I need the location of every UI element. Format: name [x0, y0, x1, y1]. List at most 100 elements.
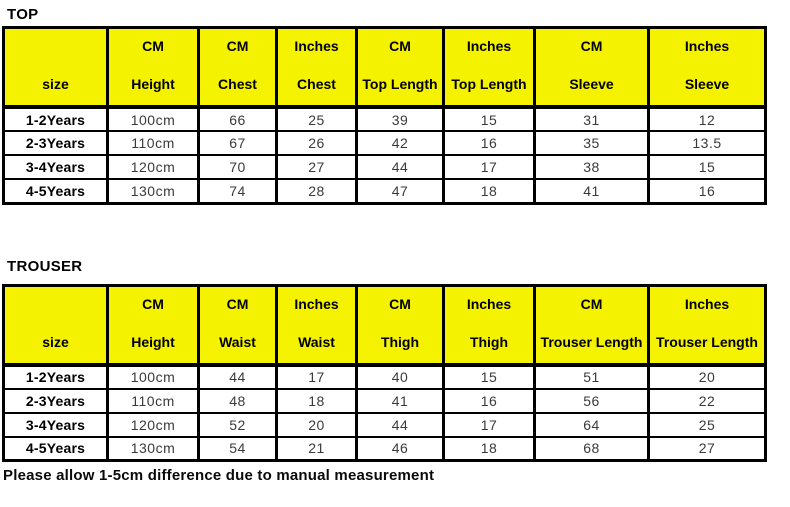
header-label: Trouser Length	[656, 333, 758, 350]
header-label: Chest	[218, 76, 257, 92]
value-cell: 68	[533, 435, 650, 462]
value-cell: 74	[197, 178, 278, 204]
column-header-size: size	[2, 26, 109, 109]
table-row-1-2years: 1-2Years 100cm 44 17 40 15 51 20	[2, 363, 767, 390]
value-cell: 110cm	[106, 130, 200, 156]
header-unit: Inches	[466, 295, 512, 312]
header-unit: CM	[389, 295, 411, 312]
size-cell: 2-3Years	[2, 130, 109, 156]
header-label: Height	[131, 76, 175, 92]
column-header-cm-waist: CM Waist	[197, 283, 278, 367]
value-cell: 51	[533, 363, 650, 390]
value-cell: 120cm	[106, 154, 200, 180]
value-cell: 20	[647, 363, 767, 390]
value-cell: 44	[355, 154, 445, 180]
column-header-inches-waist: Inches Waist	[275, 283, 358, 367]
header-label: Height	[131, 333, 175, 350]
header-label: Thigh	[469, 333, 509, 350]
header-unit: CM	[580, 38, 603, 54]
value-cell: 16	[442, 130, 536, 156]
header-unit: Inches	[684, 38, 730, 54]
value-cell: 16	[442, 387, 536, 414]
header-unit: Inches	[684, 295, 730, 312]
header-unit: CM	[389, 38, 411, 54]
value-cell: 28	[275, 178, 358, 204]
column-header-cm-chest: CM Chest	[197, 26, 278, 109]
value-cell: 39	[355, 106, 445, 132]
header-label: Sleeve	[684, 76, 730, 92]
header-unit: Inches	[294, 38, 339, 54]
header-label: Top Length	[451, 76, 527, 92]
value-cell: 15	[647, 154, 767, 180]
value-cell: 42	[355, 130, 445, 156]
column-header-inches-thigh: Inches Thigh	[442, 283, 536, 367]
header-label: Thigh	[380, 333, 420, 350]
column-header-cm-sleeve: CM Sleeve	[533, 26, 650, 109]
value-cell: 27	[647, 435, 767, 462]
value-cell: 17	[442, 154, 536, 180]
column-header-inches-top-length: Inches Top Length	[442, 26, 536, 109]
size-cell: 2-3Years	[2, 387, 109, 414]
value-cell: 130cm	[106, 435, 200, 462]
value-cell: 25	[647, 411, 767, 438]
header-row: size CM Height CM Waist Inches Waist CM Thigh Inc…	[2, 283, 767, 367]
trouser-size-table: size CM Height CM Waist Inches Waist CM Thigh Inc…	[2, 283, 767, 462]
value-cell: 41	[533, 178, 650, 204]
value-cell: 25	[275, 106, 358, 132]
value-cell: 48	[197, 387, 278, 414]
header-row: size CM Height CM Chest Inches Chest CM Top Leng…	[2, 26, 767, 109]
value-cell: 17	[275, 363, 358, 390]
column-header-inches-trouser-length: Inches Trouser Length	[647, 283, 767, 367]
column-header-cm-trouser-length: CM Trouser Length	[533, 283, 650, 367]
value-cell: 15	[442, 363, 536, 390]
value-cell: 26	[275, 130, 358, 156]
value-cell: 27	[275, 154, 358, 180]
header-unit: CM	[226, 38, 249, 54]
value-cell: 56	[533, 387, 650, 414]
value-cell: 18	[442, 178, 536, 204]
value-cell: 35	[533, 130, 650, 156]
value-cell: 52	[197, 411, 278, 438]
value-cell: 44	[355, 411, 445, 438]
column-header-cm-height: CM Height	[106, 26, 200, 109]
value-cell: 100cm	[106, 363, 200, 390]
value-cell: 46	[355, 435, 445, 462]
value-cell: 47	[355, 178, 445, 204]
value-cell: 22	[647, 387, 767, 414]
value-cell: 21	[275, 435, 358, 462]
header-unit: Inches	[466, 38, 512, 54]
value-cell: 70	[197, 154, 278, 180]
value-cell: 41	[355, 387, 445, 414]
size-cell: 4-5Years	[2, 435, 109, 462]
header-unit: CM	[142, 295, 164, 312]
value-cell: 64	[533, 411, 650, 438]
column-header-cm-thigh: CM Thigh	[355, 283, 445, 367]
value-cell: 18	[275, 387, 358, 414]
column-header-cm-top-length: CM Top Length	[355, 26, 445, 109]
header-label: Waist	[298, 333, 335, 350]
value-cell: 16	[647, 178, 767, 204]
value-cell: 67	[197, 130, 278, 156]
section-title-top: TOP	[7, 6, 39, 23]
size-cell: 1-2Years	[2, 363, 109, 390]
value-cell: 130cm	[106, 178, 200, 204]
value-cell: 44	[197, 363, 278, 390]
value-cell: 18	[442, 435, 536, 462]
header-label: size	[42, 333, 69, 350]
value-cell: 110cm	[106, 387, 200, 414]
size-cell: 4-5Years	[2, 178, 109, 204]
measurement-note: Please allow 1-5cm difference due to man…	[3, 467, 435, 484]
value-cell: 13.5	[647, 130, 767, 156]
size-cell: 3-4Years	[2, 411, 109, 438]
table-row-2-3years: 2-3Years 110cm 67 26 42 16 35 13.5	[2, 130, 767, 156]
table-row-3-4years: 3-4Years 120cm 52 20 44 17 64 25	[2, 411, 767, 438]
column-header-cm-height: CM Height	[106, 283, 200, 367]
column-header-size: size	[2, 283, 109, 367]
value-cell: 17	[442, 411, 536, 438]
size-cell: 1-2Years	[2, 106, 109, 132]
value-cell: 15	[442, 106, 536, 132]
header-unit: CM	[580, 295, 603, 312]
value-cell: 40	[355, 363, 445, 390]
value-cell: 12	[647, 106, 767, 132]
